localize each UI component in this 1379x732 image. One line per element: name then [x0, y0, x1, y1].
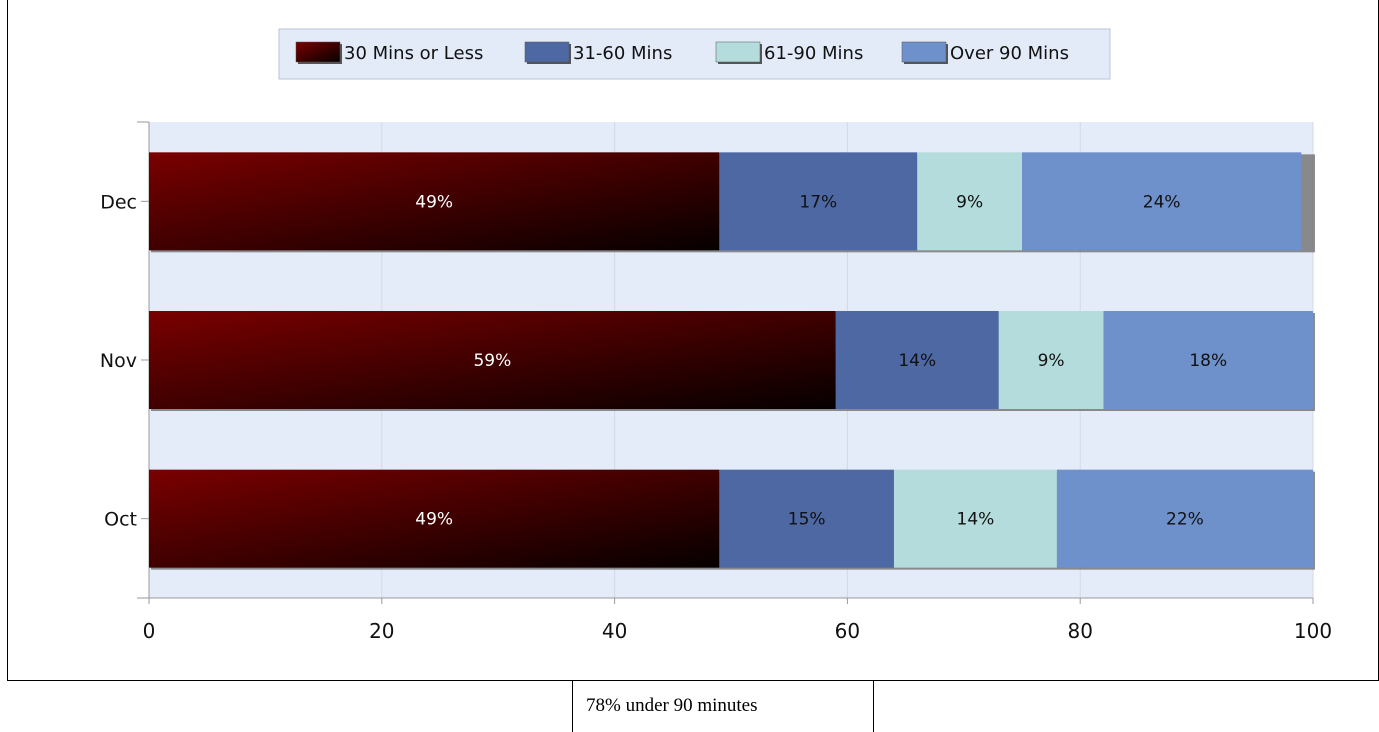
legend: 30 Mins or Less 31-60 Mins 61-90 Mins Over …: [278, 28, 1111, 80]
bar-segment: [149, 311, 836, 409]
stacked-bar-chart: 30 Mins or Less 31-60 Mins 61-90 Mins Over …: [100, 28, 1332, 643]
bar-segment: [917, 152, 1022, 251]
bar-data-label: 9%: [1038, 351, 1065, 371]
legend-label: 31-60 Mins: [573, 43, 672, 64]
bar-data-label: 22%: [1166, 510, 1204, 530]
bar-data-label: 49%: [415, 192, 453, 212]
bar-data-label: 9%: [956, 192, 983, 212]
legend-swatch: [715, 41, 761, 63]
legend-box: [278, 28, 1111, 80]
x-tick-label: 40: [602, 619, 627, 643]
bar-data-label: 49%: [415, 510, 453, 530]
x-tick-label: 60: [835, 619, 860, 643]
bar-segment: [149, 469, 720, 568]
plot-area: 0 20 40 60 80 100 Dec 49% 17% 9% 24% Nov 59% 14% 9% 18%…: [100, 121, 1332, 643]
bar-data-label: 15%: [788, 510, 826, 530]
summary-text: 78% under 90 minutes: [586, 695, 758, 716]
bar-segment: [719, 469, 894, 568]
bar-segment: [719, 152, 918, 251]
bar-segment: [1056, 469, 1313, 568]
x-tick-label: 0: [143, 619, 156, 643]
bar-segment: [1022, 152, 1302, 251]
x-tick-label: 80: [1067, 619, 1092, 643]
bar-data-label: 14%: [957, 510, 995, 530]
bar-data-label: 17%: [799, 192, 837, 212]
bar-segment: [149, 152, 720, 251]
bar-data-label: 14%: [898, 351, 936, 371]
bar-data-label: 24%: [1143, 192, 1181, 212]
legend-label: Over 90 Mins: [950, 43, 1069, 64]
x-tick-label: 20: [369, 619, 394, 643]
bar-segment: [1103, 311, 1313, 409]
legend-swatch: [295, 41, 341, 63]
bar-segment: [835, 311, 999, 409]
x-tick-label: 100: [1294, 619, 1332, 643]
bar-data-label: 59%: [473, 351, 511, 371]
legend-label: 30 Mins or Less: [344, 43, 483, 64]
legend-swatch: [524, 41, 570, 63]
bar-segment: [893, 469, 1057, 568]
legend-swatch: [901, 41, 947, 63]
bar-data-label: 18%: [1189, 351, 1227, 371]
legend-label: 61-90 Mins: [764, 43, 863, 64]
y-tick-label: Nov: [100, 350, 137, 372]
y-tick-label: Dec: [100, 191, 137, 213]
summary-box: 78% under 90 minutes: [572, 681, 874, 732]
bar-segment: [998, 311, 1104, 409]
y-tick-label: Oct: [104, 509, 137, 531]
